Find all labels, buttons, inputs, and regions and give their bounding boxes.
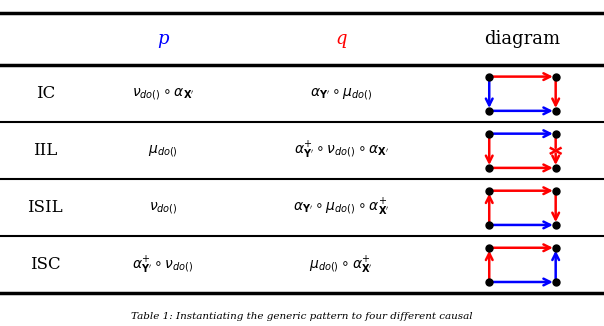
Text: $\mu_{do()}$: $\mu_{do()}$ [148, 143, 178, 159]
Text: q: q [335, 30, 347, 48]
Text: Table 1: Instantiating the generic pattern to four different causal: Table 1: Instantiating the generic patte… [131, 312, 473, 321]
Text: diagram: diagram [484, 30, 561, 48]
Text: IC: IC [36, 85, 55, 102]
Text: IIL: IIL [33, 142, 57, 159]
Text: $\mu_{do()} \circ \alpha_{\mathbf{X}^{\prime}}^{+}$: $\mu_{do()} \circ \alpha_{\mathbf{X}^{\p… [309, 254, 373, 275]
Text: $\nu_{do()}$: $\nu_{do()}$ [149, 200, 178, 216]
Text: $\alpha_{\mathbf{Y}^{\prime}} \circ \mu_{do()}$: $\alpha_{\mathbf{Y}^{\prime}} \circ \mu_… [310, 86, 373, 102]
Text: $\alpha_{\mathbf{Y}^{\prime}}^{+} \circ \nu_{do()}$: $\alpha_{\mathbf{Y}^{\prime}}^{+} \circ … [132, 254, 194, 275]
Text: $\alpha_{\mathbf{Y}^{\prime}} \circ \mu_{do()} \circ \alpha_{\mathbf{X}^{\prime}: $\alpha_{\mathbf{Y}^{\prime}} \circ \mu_… [293, 197, 390, 218]
Text: $\nu_{do()} \circ \alpha_{\mathbf{X}^{\prime}}$: $\nu_{do()} \circ \alpha_{\mathbf{X}^{\p… [132, 86, 194, 102]
Text: ISIL: ISIL [28, 199, 63, 216]
Text: $\alpha_{\mathbf{Y}^{\prime}}^{+} \circ \nu_{do()} \circ \alpha_{\mathbf{X}^{\pr: $\alpha_{\mathbf{Y}^{\prime}}^{+} \circ … [294, 140, 389, 161]
Text: ISC: ISC [30, 256, 60, 274]
Text: p: p [157, 30, 169, 48]
